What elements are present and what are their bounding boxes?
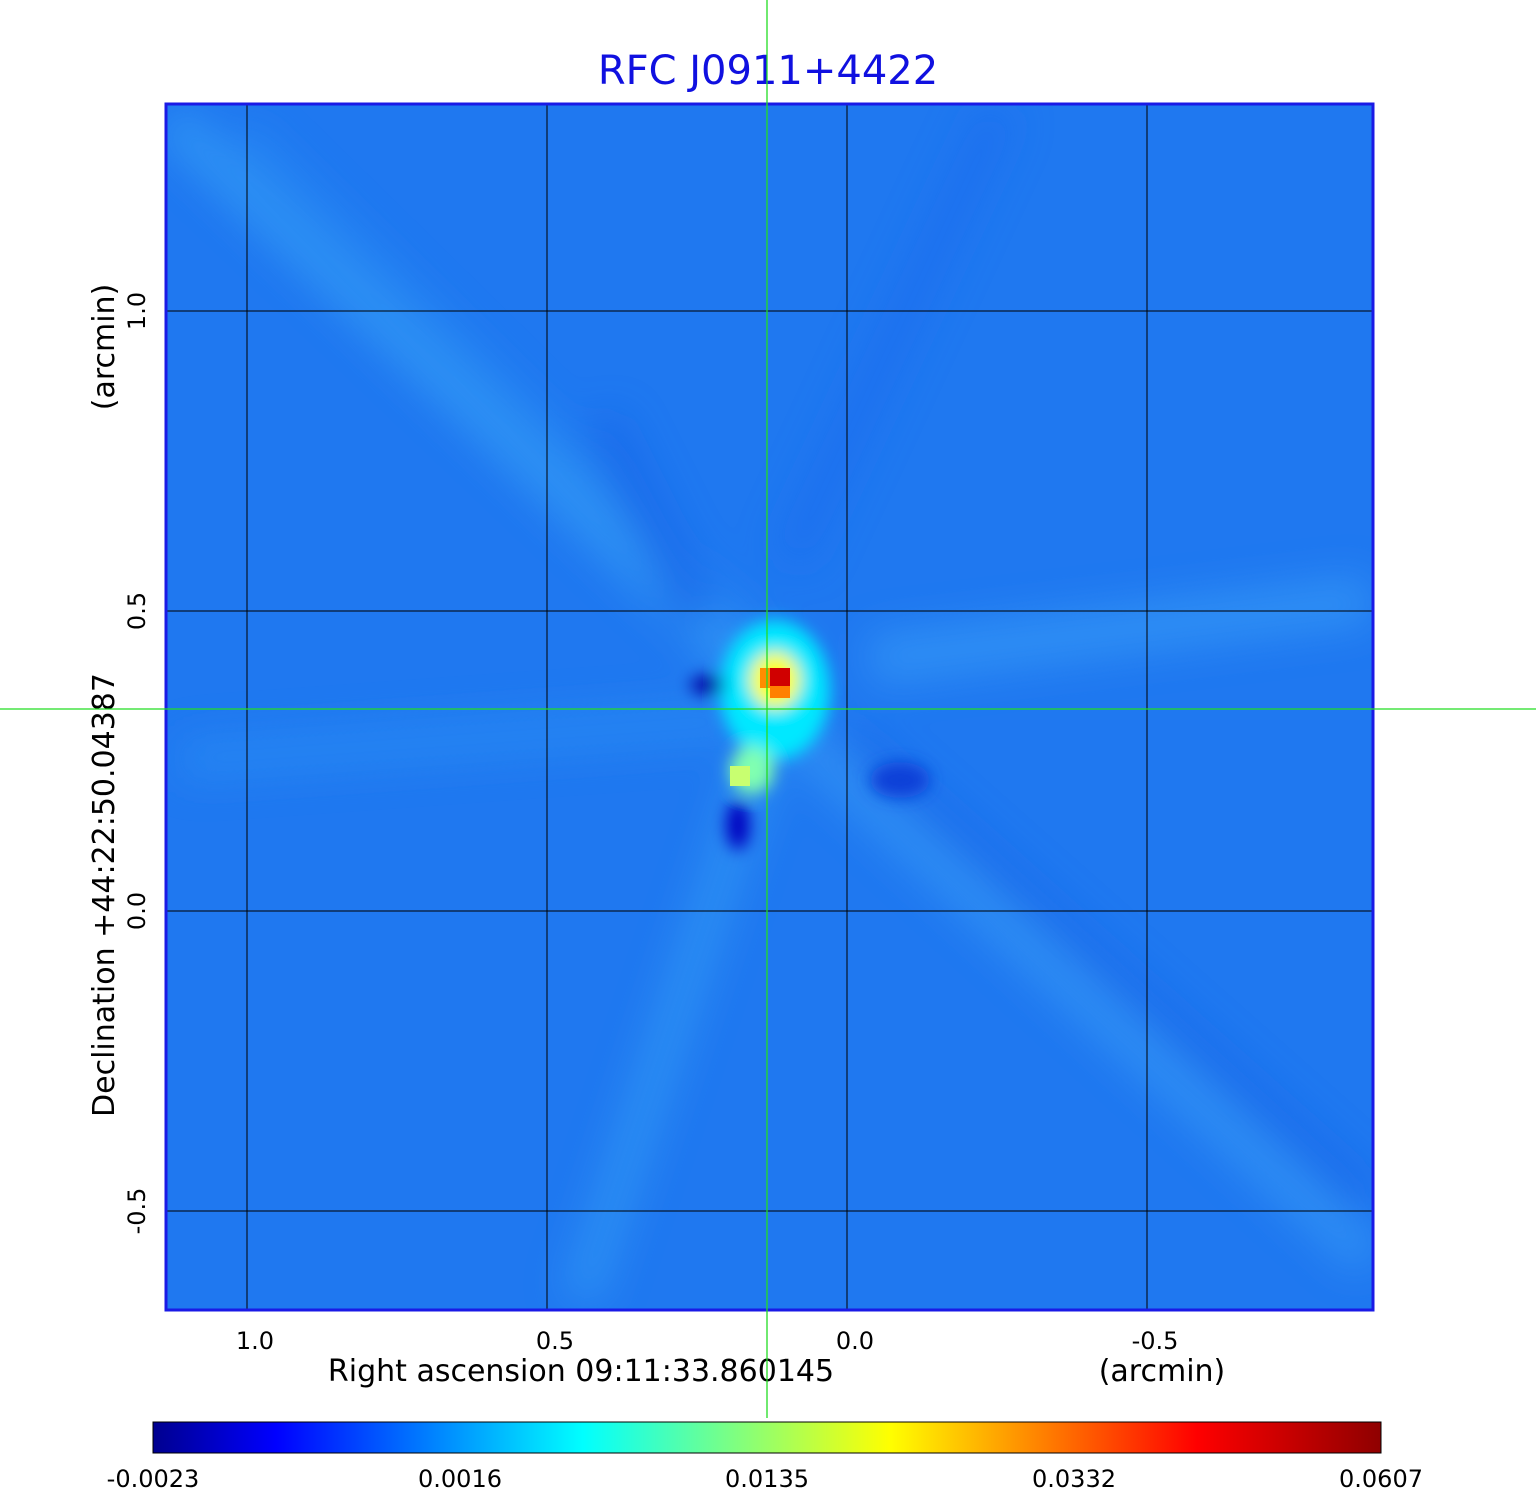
- x-axis-label: Right ascension 09:11:33.860145: [328, 1354, 834, 1389]
- colorbar-tick-label: -0.0023: [107, 1465, 200, 1493]
- pixel-peak-edge: [760, 668, 770, 688]
- x-tick-labels: 1.0 0.5 0.0 -0.5: [236, 1327, 1179, 1355]
- y-axis-label: Declination +44:22:50.04387: [87, 673, 122, 1117]
- x-axis-unit: (arcmin): [1099, 1354, 1226, 1389]
- colorbar-tick-labels: -0.0023 0.0016 0.0135 0.0332 0.0607: [107, 1465, 1423, 1493]
- plot-frame: [164, 102, 1375, 1312]
- colorbar-tick-label: 0.0332: [1032, 1465, 1116, 1493]
- x-tick-label: -0.5: [1132, 1327, 1179, 1355]
- y-tick-labels: 1.0 0.5 0.0 -0.5: [123, 292, 151, 1235]
- y-tick-label: -0.5: [123, 1188, 151, 1235]
- coordinate-grid: [166, 104, 1373, 1310]
- y-tick-label: 0.0: [123, 892, 151, 930]
- sky-map: [166, 104, 1373, 1310]
- colorbar-tick-label: 0.0135: [725, 1465, 809, 1493]
- x-tick-label: 0.0: [836, 1327, 874, 1355]
- y-tick-label: 0.5: [123, 592, 151, 630]
- colorbar: [152, 1421, 1382, 1454]
- x-tick-label: 0.5: [536, 1327, 574, 1355]
- sidelobe-stripes: [166, 104, 1373, 1307]
- pixel-peak: [770, 668, 790, 686]
- pixel-secondary: [730, 766, 750, 786]
- chart-title: RFC J0911+4422: [598, 48, 938, 94]
- colorbar-tick-label: 0.0016: [418, 1465, 502, 1493]
- colorbar-tick-label: 0.0607: [1339, 1465, 1423, 1493]
- pixel-peak-lower: [770, 686, 790, 698]
- x-tick-label: 1.0: [236, 1327, 274, 1355]
- y-axis-unit: (arcmin): [87, 284, 122, 411]
- y-tick-label: 1.0: [123, 292, 151, 330]
